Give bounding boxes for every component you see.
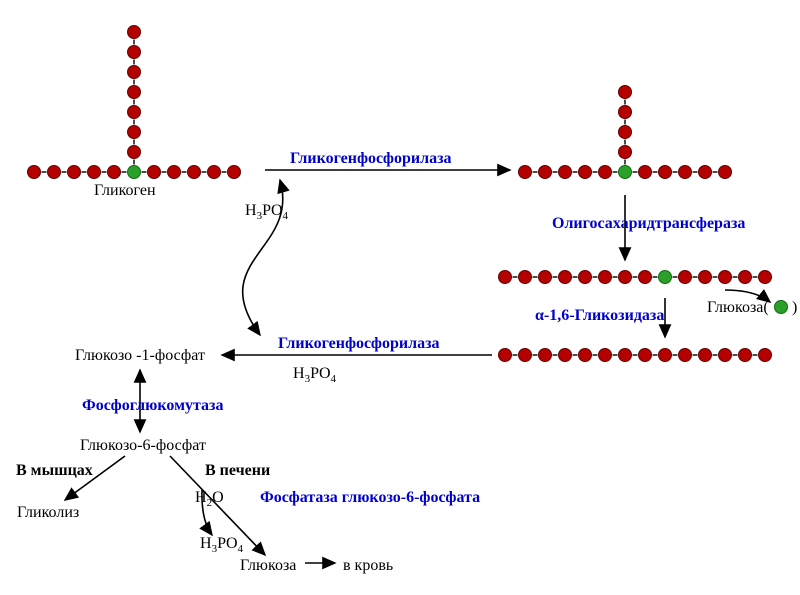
label-ot: Олигосахаридтрансфераза	[552, 215, 745, 232]
label-to_blood: в кровь	[343, 557, 393, 574]
label-glucose_final: Глюкоза	[240, 557, 296, 574]
label-g6p: Глюкозо-6-фосфат	[80, 437, 206, 454]
label-a16: α-1,6-Гликозидаза	[535, 307, 664, 324]
label-gp2: Гликогенфосфорилаза	[278, 335, 440, 352]
label-glycogen: Гликоген	[94, 182, 156, 199]
label-g1p: Глюкозо -1-фосфат	[75, 347, 205, 364]
label-gp1: Гликогенфосфорилаза	[290, 150, 452, 167]
label-h3po4_3: H3PO4	[200, 535, 244, 555]
labels-layer: Гликоген Гликогенфосфорилаза H3PO4 Олигосах…	[16, 150, 797, 574]
label-h3po4_2: H3PO4	[293, 365, 337, 385]
label-muscles: В мышцах	[16, 462, 93, 479]
label-glycolysis: Гликолиз	[17, 504, 79, 521]
label-pgm: Фосфоглюкомутаза	[82, 397, 223, 414]
label-h2o: H2O	[195, 489, 224, 509]
label-g6pp: Фосфатаза глюкозо-6-фосфата	[260, 489, 480, 506]
label-glucose_paren: Глюкоза(	[707, 299, 769, 316]
label-close_paren: )	[792, 299, 797, 316]
label-liver: В печени	[205, 462, 270, 479]
label-h3po4_1: H3PO4	[245, 202, 289, 222]
